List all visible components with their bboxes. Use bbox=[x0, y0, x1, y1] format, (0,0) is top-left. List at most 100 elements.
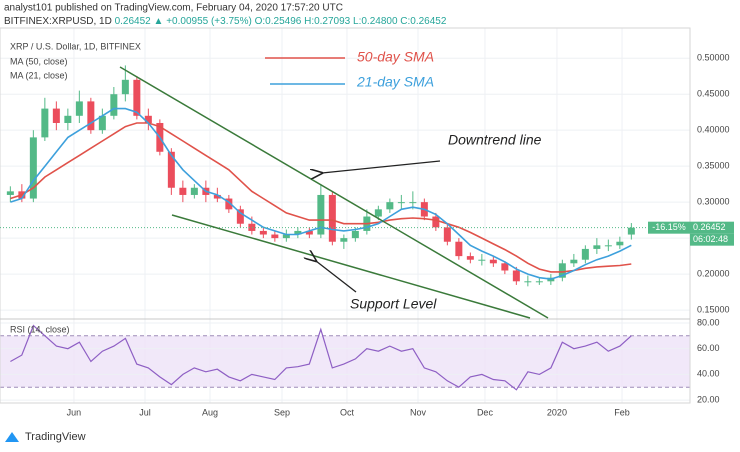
countdown-tag bbox=[690, 233, 734, 246]
candle-body bbox=[374, 209, 382, 217]
candle-body bbox=[259, 230, 267, 235]
price: 0.26452 bbox=[115, 16, 152, 27]
y-tick-label: 20.00 bbox=[697, 394, 720, 404]
candle-body bbox=[616, 241, 624, 246]
candle-body bbox=[213, 194, 221, 199]
change-label: -16.15% bbox=[652, 222, 686, 232]
candle-body bbox=[535, 281, 543, 283]
rsi-label: RSI (14, close) bbox=[10, 324, 70, 334]
candle-body bbox=[271, 234, 279, 239]
price-tag bbox=[690, 221, 734, 234]
x-tick-label: Jul bbox=[139, 407, 151, 417]
candle-body bbox=[110, 94, 118, 116]
candle-body bbox=[167, 151, 175, 188]
candle-body bbox=[340, 238, 348, 242]
downtrend-arrow bbox=[322, 160, 441, 173]
annotation: Downtrend line bbox=[448, 132, 542, 148]
annotation: Support Level bbox=[350, 296, 437, 312]
candle-body bbox=[489, 259, 497, 264]
legend-label: 21-day SMA bbox=[356, 74, 434, 90]
frame bbox=[0, 27, 691, 404]
published: analyst101 published on TradingView.com,… bbox=[4, 3, 343, 14]
candle-body bbox=[581, 248, 589, 260]
candle-body bbox=[627, 227, 635, 235]
candle-body bbox=[604, 245, 612, 247]
x-tick-label: Feb bbox=[614, 407, 630, 417]
logo bbox=[5, 432, 19, 442]
candle-body bbox=[121, 79, 129, 95]
candle-body bbox=[432, 216, 440, 228]
y-tick-label: 0.40000 bbox=[697, 125, 730, 135]
candle-body bbox=[75, 101, 83, 116]
brand: TradingView bbox=[5, 431, 86, 443]
candle-body bbox=[133, 79, 141, 116]
legend-label: 50-day SMA bbox=[357, 49, 434, 65]
brand-name: TradingView bbox=[25, 431, 86, 443]
change: ▲ +0.00955 (+3.75%) bbox=[154, 16, 252, 27]
downtrend-line bbox=[119, 66, 549, 319]
ohlc: O:0.25496 H:0.27093 L:0.24800 C:0.26452 bbox=[255, 16, 447, 27]
y-tick-label: 0.30000 bbox=[697, 197, 730, 207]
chart-title: XRP / U.S. Dollar, 1D, BITFINEX bbox=[10, 41, 141, 51]
candle-body bbox=[466, 256, 474, 260]
trend-lines bbox=[119, 66, 549, 319]
candle-body bbox=[512, 270, 520, 282]
candle-body bbox=[98, 115, 106, 131]
candle-body bbox=[501, 263, 509, 271]
x-tick-label: Dec bbox=[477, 407, 494, 417]
candle-body bbox=[443, 227, 451, 242]
candle-body bbox=[225, 198, 233, 210]
candle-body bbox=[236, 209, 244, 224]
candle-body bbox=[248, 223, 256, 231]
y-tick-label: 0.35000 bbox=[697, 161, 730, 171]
indicator-label: MA (50, close) bbox=[10, 56, 68, 66]
y-tick-label: 40.00 bbox=[697, 369, 720, 379]
candle-body bbox=[409, 202, 417, 204]
y-tick-label: 0.45000 bbox=[697, 89, 730, 99]
candle-body bbox=[593, 245, 601, 249]
candle-body bbox=[52, 108, 60, 123]
candle-body bbox=[294, 230, 302, 235]
price-label: 0.26452 bbox=[693, 222, 726, 232]
change-tag bbox=[648, 221, 690, 234]
candle-body bbox=[64, 115, 72, 123]
candle-body bbox=[558, 263, 566, 278]
x-tick-label: Jun bbox=[67, 407, 82, 417]
candle-body bbox=[524, 281, 532, 283]
candle-body bbox=[41, 108, 49, 138]
rsi-band bbox=[0, 335, 690, 388]
candle-body bbox=[179, 187, 187, 195]
symbol: BITFINEX:XRPUSD, 1D bbox=[4, 16, 112, 27]
candle-body bbox=[144, 115, 152, 123]
x-tick-label: Oct bbox=[340, 407, 355, 417]
rsi-line bbox=[10, 324, 632, 391]
candle-body bbox=[29, 137, 37, 199]
x-tick-label: 2020 bbox=[547, 407, 567, 417]
indicator-label: MA (21, close) bbox=[10, 70, 68, 80]
support-arrow bbox=[316, 261, 357, 293]
candle-body bbox=[397, 202, 405, 204]
x-tick-label: Nov bbox=[410, 407, 427, 417]
candle-body bbox=[282, 234, 290, 239]
sma-line bbox=[10, 107, 632, 280]
x-tick-label: Sep bbox=[274, 407, 290, 417]
candle-body bbox=[317, 194, 325, 235]
y-tick-label: 80.00 bbox=[697, 317, 720, 327]
candle-body bbox=[455, 241, 463, 257]
candle-body bbox=[305, 230, 313, 235]
sma-line bbox=[10, 122, 632, 273]
candle-body bbox=[87, 101, 95, 131]
candle-body bbox=[328, 194, 336, 242]
candle-body bbox=[478, 259, 486, 261]
candle-body bbox=[386, 202, 394, 210]
y-tick-label: 0.50000 bbox=[697, 53, 730, 63]
grid bbox=[0, 28, 690, 403]
y-tick-label: 0.15000 bbox=[697, 304, 730, 314]
candle-body bbox=[190, 187, 198, 195]
y-tick-label: 0.20000 bbox=[697, 268, 730, 278]
candle-body bbox=[570, 259, 578, 264]
y-tick-label: 60.00 bbox=[697, 343, 720, 353]
support-line bbox=[171, 214, 531, 319]
candle-body bbox=[351, 230, 359, 239]
